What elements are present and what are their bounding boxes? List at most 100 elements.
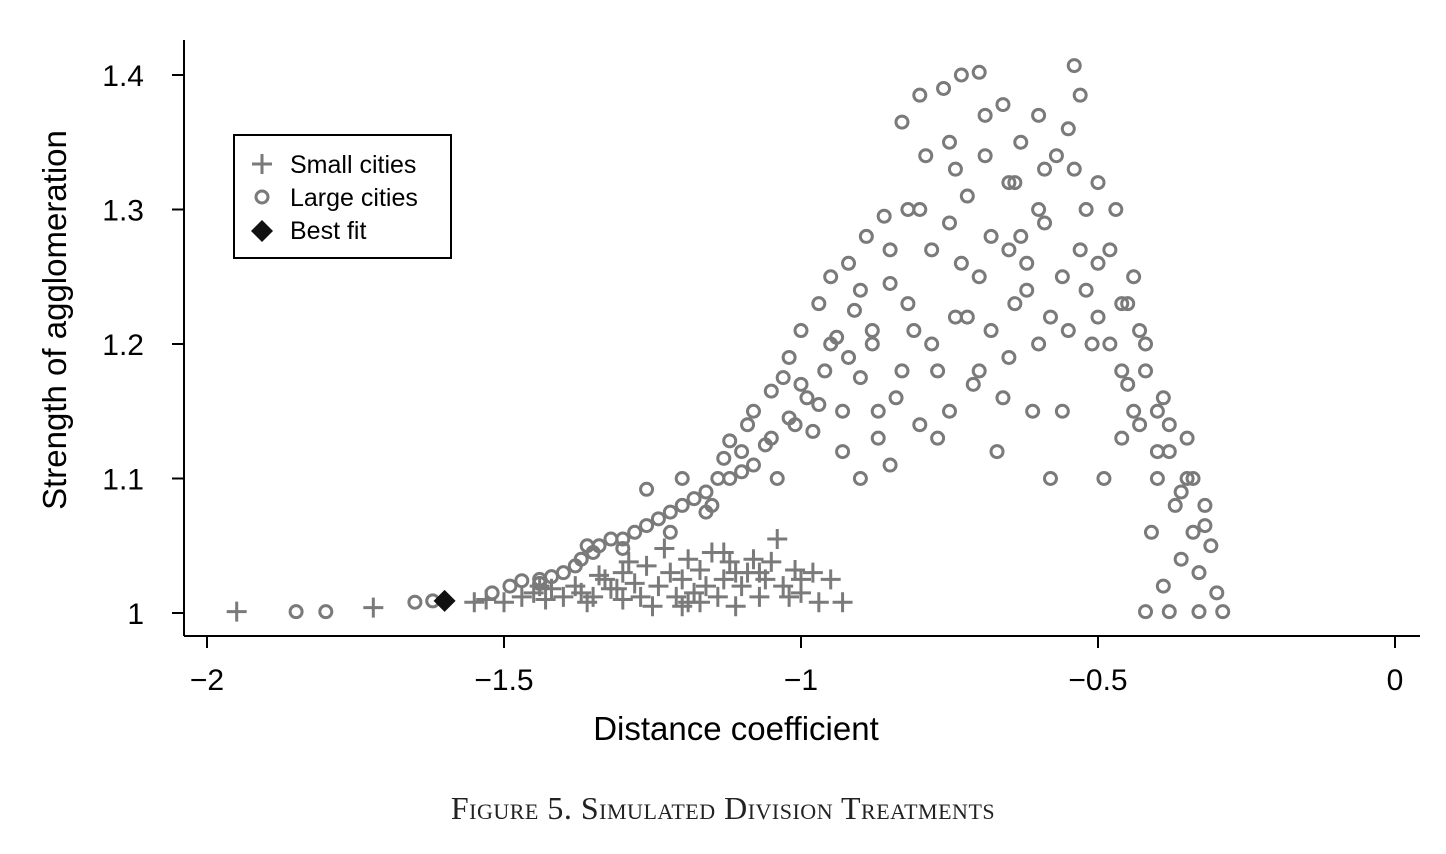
large-city-point: [573, 551, 589, 567]
large-city-point: [1090, 309, 1106, 325]
large-city-point: [1013, 228, 1029, 244]
large-city-point: [894, 114, 910, 130]
small-city-point: [678, 549, 699, 570]
large-city-point: [971, 363, 987, 379]
large-city-point: [722, 433, 738, 449]
small-city-point: [612, 589, 633, 610]
small-city-point: [630, 586, 651, 607]
large-city-point: [1197, 497, 1213, 513]
large-city-point: [1066, 58, 1082, 74]
large-city-point: [1120, 296, 1136, 312]
large-city-point: [627, 524, 643, 540]
large-city-point: [1179, 430, 1195, 446]
large-city-point: [882, 457, 898, 473]
large-city-point: [983, 323, 999, 339]
small-city-point: [660, 562, 681, 583]
large-city-point: [1132, 323, 1148, 339]
small-city-point: [654, 538, 675, 559]
large-city-point: [1197, 518, 1213, 534]
large-city-point: [924, 242, 940, 258]
large-city-point: [734, 464, 750, 480]
large-city-point: [1001, 349, 1017, 365]
large-city-point: [722, 471, 738, 486]
best-fit-point: [433, 589, 456, 612]
large-city-point: [1090, 175, 1106, 191]
large-city-point: [1114, 430, 1130, 446]
large-city-point: [1161, 417, 1177, 433]
large-city-point: [1185, 524, 1201, 540]
small-city-point: [648, 576, 669, 597]
large-city-point: [579, 538, 595, 554]
large-city-point: [1090, 255, 1106, 271]
large-city-point: [1161, 604, 1177, 620]
small-city-point: [618, 551, 639, 572]
large-city-point: [1072, 242, 1088, 258]
small-city-point: [749, 562, 770, 583]
large-city-point: [799, 390, 815, 406]
large-city-point: [852, 282, 868, 298]
large-city-point: [650, 511, 666, 527]
large-city-point: [1007, 296, 1023, 312]
small-city-point: [511, 586, 532, 607]
large-city-point: [1185, 471, 1201, 486]
large-city-point: [1019, 282, 1035, 298]
large-city-point: [942, 215, 957, 231]
y-tick-label: 1.3: [102, 195, 144, 228]
large-city-point: [888, 390, 904, 406]
small-city-point: [767, 529, 788, 550]
large-city-point: [835, 403, 851, 419]
large-city-point: [930, 363, 946, 379]
large-city-point: [1209, 585, 1225, 601]
large-city-point: [1173, 551, 1189, 567]
large-city-point: [1191, 604, 1207, 620]
large-city-point: [1019, 255, 1035, 271]
legend-marker-large-cities: [254, 189, 270, 205]
large-city-point: [823, 269, 839, 285]
large-city-point: [662, 504, 678, 520]
small-city-point: [642, 596, 663, 617]
large-city-point: [852, 471, 868, 486]
small-city-point: [624, 573, 645, 594]
large-city-point: [1114, 363, 1130, 379]
legend-label-best-fit: Best fit: [290, 217, 366, 245]
large-city-point: [906, 323, 922, 339]
x-tick-label: 0: [1387, 664, 1404, 697]
large-city-point: [870, 430, 886, 446]
large-city-point: [977, 107, 993, 123]
large-city-point: [1013, 134, 1029, 150]
large-city-point: [841, 349, 857, 365]
large-city-point: [1072, 87, 1088, 103]
legend-label-large-cities: Large cities: [290, 184, 418, 212]
large-city-point: [930, 430, 946, 446]
figure-caption: Figure 5. Simulated Division Treatments: [450, 790, 996, 826]
large-city-point: [745, 457, 761, 473]
large-city-point: [1001, 175, 1017, 191]
large-city-point: [1143, 524, 1159, 540]
large-city-point: [674, 471, 690, 486]
legend-marker-best-fit: [251, 220, 273, 242]
legend: Small cities Large cities Best fit: [233, 134, 452, 259]
small-city-point: [606, 578, 627, 599]
large-city-point: [882, 275, 898, 291]
large-city-point: [900, 296, 916, 312]
legend-marker-small-cities: [252, 154, 272, 174]
large-city-point: [846, 302, 862, 318]
large-city-point: [532, 571, 548, 587]
large-city-point: [763, 430, 779, 446]
large-city-point: [745, 403, 761, 419]
large-city-point: [912, 417, 928, 433]
large-city-point: [817, 363, 833, 379]
large-city-point: [894, 363, 910, 379]
large-city-point: [876, 208, 892, 224]
small-city-point: [791, 569, 811, 590]
small-city-point: [678, 592, 699, 613]
large-city-point: [615, 540, 631, 556]
large-city-point: [953, 67, 969, 83]
large-city-point: [1173, 484, 1189, 500]
large-city-point: [1149, 471, 1165, 486]
large-city-point: [1042, 309, 1058, 325]
small-city-point: [577, 592, 598, 613]
large-city-point: [1084, 336, 1100, 352]
large-city-point: [882, 242, 898, 258]
x-tick-label: −0.5: [1068, 664, 1127, 697]
